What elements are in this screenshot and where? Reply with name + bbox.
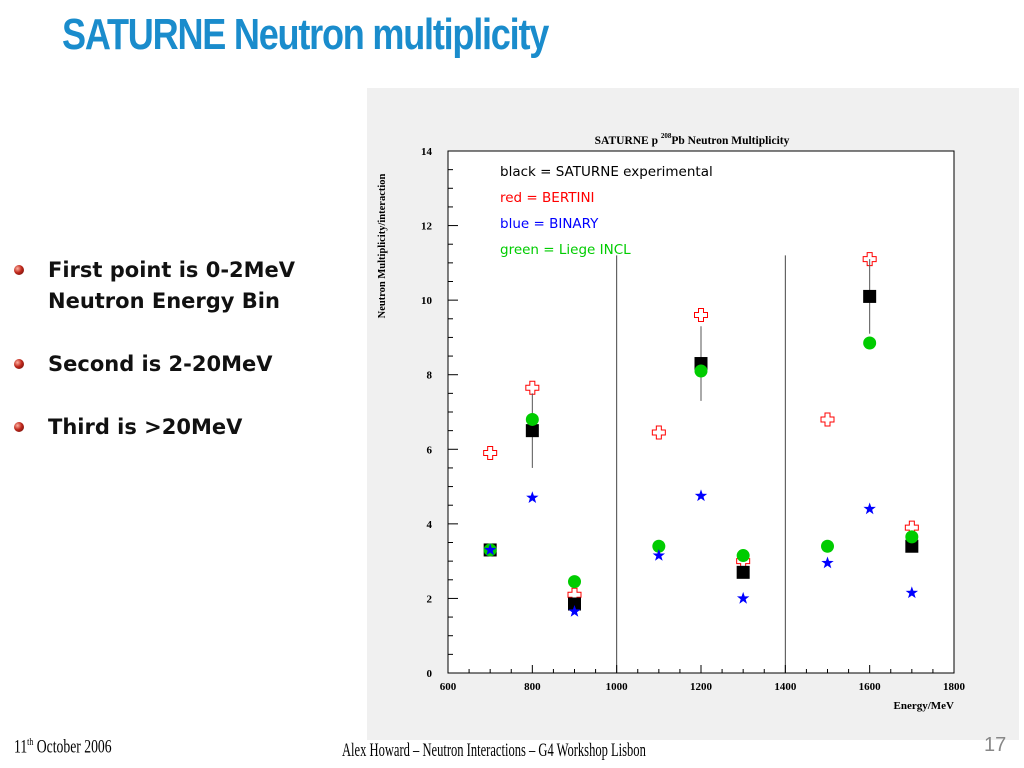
data-point-binary [821, 556, 834, 569]
data-point-liege-incl [525, 412, 539, 426]
data-point-binary [568, 604, 581, 617]
data-point-binary [694, 489, 708, 502]
plot-panel: SATURNE p 208Pb Neutron Multiplicity Neu… [367, 88, 1019, 740]
data-point-saturne [736, 565, 750, 579]
x-tick-label: 600 [440, 681, 457, 693]
data-point-saturne [863, 289, 877, 303]
bullet-text: Third is >20MeV [48, 415, 243, 439]
y-tick-label: 8 [427, 370, 433, 382]
x-tick-label: 1200 [690, 681, 713, 693]
bullet-item: Third is >20MeV [14, 412, 364, 443]
bullet-icon [14, 265, 24, 275]
legend-entry: blue = BINARY [500, 216, 599, 232]
legend-entry: black = SATURNE experimental [500, 164, 713, 180]
chart-title-main: SATURNE p [595, 135, 661, 147]
data-point-bertini [651, 425, 666, 440]
data-point-bertini [862, 252, 877, 267]
data-point-binary [863, 502, 876, 515]
bullet-icon [14, 359, 24, 369]
y-tick-label: 6 [427, 444, 433, 456]
page-number: 17 [984, 734, 1007, 756]
data-marks [483, 252, 919, 617]
bullet-item: Second is 2-20MeV [14, 349, 364, 380]
data-point-liege-incl [821, 539, 834, 553]
y-tick-label: 12 [421, 221, 433, 233]
data-point-bertini [483, 446, 498, 461]
y-tick-label: 2 [427, 593, 433, 605]
x-tick-label: 1000 [606, 681, 629, 693]
data-point-saturne [525, 424, 539, 438]
separators [616, 255, 786, 673]
chart-title-superscript: 208 [661, 132, 672, 140]
axes: 600 800 1000 1200 1400 1600 1800 0 2 4 6 8 10 12 14 [421, 146, 966, 693]
data-point-binary [483, 543, 497, 556]
data-point-liege-incl [736, 549, 750, 563]
bullet-list: First point is 0-2MeV Neutron Energy Bin… [14, 255, 364, 475]
legend: black = SATURNE experimental red = BERTIN… [500, 164, 713, 258]
slide-title: SATURNE Neutron multiplicity [62, 10, 549, 59]
x-tick-label: 1800 [943, 681, 966, 693]
chart-title-rest: Pb Neutron Multiplicity [671, 135, 789, 147]
data-point-binary [736, 591, 750, 604]
y-tick-label: 10 [421, 295, 433, 307]
footer-center: Alex Howard – Neutron Interactions – G4 … [342, 740, 646, 761]
data-point-bertini [525, 380, 540, 395]
bullet-icon [14, 422, 24, 432]
data-point-bertini [820, 412, 835, 427]
legend-entry: green = Liege INCL [500, 242, 631, 258]
data-point-binary [905, 586, 919, 599]
data-point-liege-incl [863, 336, 877, 350]
chart-title: SATURNE p 208Pb Neutron Multiplicity [595, 132, 790, 147]
y-tick-label: 14 [421, 146, 433, 158]
data-point-liege-incl [694, 364, 708, 378]
x-tick-label: 800 [524, 681, 541, 693]
data-point-liege-incl [652, 539, 666, 553]
footer-date-day: 11 [14, 736, 28, 758]
footer-date-suffix: th [27, 736, 34, 748]
neutron-multiplicity-chart: SATURNE p 208Pb Neutron Multiplicity Neu… [377, 132, 966, 712]
bullet-item: First point is 0-2MeV Neutron Energy Bin [14, 255, 364, 317]
data-point-binary [526, 491, 539, 504]
footer-date-rest: October 2006 [33, 736, 112, 758]
x-tick-label: 1600 [859, 681, 882, 693]
bullet-text: First point is 0-2MeV Neutron Energy Bin [48, 258, 296, 313]
data-point-saturne [568, 597, 581, 611]
legend-entry: red = BERTINI [500, 190, 595, 206]
data-point-bertini [694, 308, 708, 323]
footer-date: 11th October 2006 [14, 736, 112, 758]
data-point-liege-incl [568, 575, 581, 589]
data-point-binary [652, 549, 666, 561]
bullet-text: Second is 2-20MeV [48, 352, 273, 376]
y-tick-label: 4 [427, 519, 433, 531]
y-tick-label: 0 [427, 668, 433, 680]
data-point-liege-incl [905, 530, 919, 544]
data-point-saturne [905, 539, 919, 553]
x-tick-label: 1400 [774, 681, 797, 693]
y-axis-label: Neutron Multiplicity/interaction [377, 173, 388, 318]
x-axis-label: Energy/MeV [894, 700, 955, 712]
